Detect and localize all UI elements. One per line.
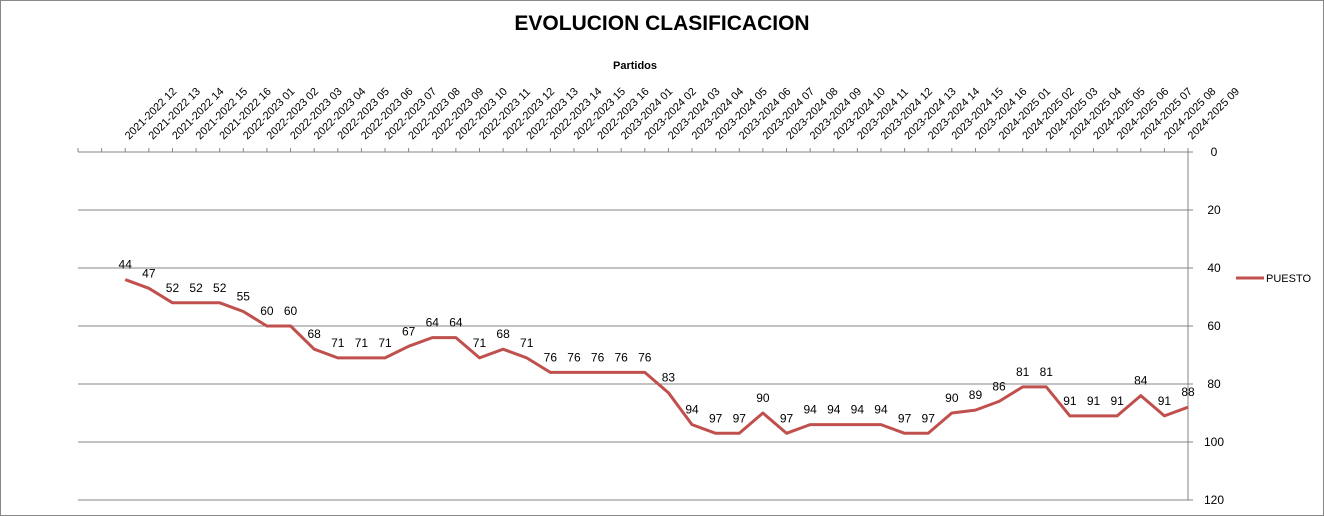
- data-label: 91: [1087, 394, 1101, 408]
- data-label: 97: [709, 411, 723, 425]
- data-label: 52: [166, 281, 180, 295]
- y-tick-label: 120: [1204, 493, 1224, 507]
- data-label: 91: [1110, 394, 1124, 408]
- data-label: 97: [733, 411, 747, 425]
- data-label: 89: [969, 388, 983, 402]
- chart-title: EVOLUCION CLASIFICACION: [514, 12, 810, 35]
- data-label: 55: [237, 290, 251, 304]
- data-label: 76: [591, 350, 605, 364]
- y-tick-label: 0: [1211, 145, 1218, 159]
- data-label: 97: [922, 411, 936, 425]
- data-label: 68: [496, 327, 510, 341]
- data-label: 81: [1040, 365, 1054, 379]
- data-label: 71: [520, 336, 534, 350]
- y-tick-label: 60: [1207, 319, 1221, 333]
- data-label: 94: [803, 403, 817, 417]
- data-label: 67: [402, 324, 416, 338]
- data-label: 91: [1063, 394, 1077, 408]
- data-label: 76: [567, 350, 581, 364]
- y-tick-label: 80: [1207, 377, 1221, 391]
- data-label: 90: [756, 391, 770, 405]
- data-label: 86: [992, 379, 1006, 393]
- data-label: 52: [213, 281, 227, 295]
- data-label: 76: [544, 350, 558, 364]
- data-label: 60: [260, 304, 274, 318]
- data-label: 47: [142, 266, 156, 280]
- data-label: 97: [780, 411, 794, 425]
- data-label: 97: [898, 411, 912, 425]
- y-tick-label: 40: [1207, 261, 1221, 275]
- data-label: 64: [426, 316, 440, 330]
- data-label: 81: [1016, 365, 1030, 379]
- data-label: 60: [284, 304, 298, 318]
- data-label: 94: [851, 403, 865, 417]
- data-label: 71: [473, 336, 487, 350]
- data-label: 68: [307, 327, 321, 341]
- data-label: 94: [874, 403, 888, 417]
- data-label: 90: [945, 391, 959, 405]
- data-label: 64: [449, 316, 463, 330]
- data-label: 91: [1158, 394, 1172, 408]
- series-line-puesto: [124, 278, 1189, 435]
- data-label: 71: [331, 336, 345, 350]
- y-tick-label: 20: [1207, 203, 1221, 217]
- data-label: 83: [662, 371, 676, 385]
- data-label: 44: [119, 258, 133, 272]
- data-label: 52: [189, 281, 203, 295]
- data-label: 94: [685, 403, 699, 417]
- x-axis-title: Partidos: [612, 60, 657, 72]
- data-label: 76: [638, 350, 652, 364]
- legend-label: PUESTO: [1266, 273, 1311, 285]
- y-tick-label: 100: [1204, 435, 1224, 449]
- data-label: 71: [355, 336, 369, 350]
- data-label: 76: [615, 350, 629, 364]
- data-label: 94: [827, 403, 841, 417]
- data-label: 88: [1181, 385, 1195, 399]
- data-label: 71: [378, 336, 392, 350]
- data-label: 84: [1134, 374, 1148, 388]
